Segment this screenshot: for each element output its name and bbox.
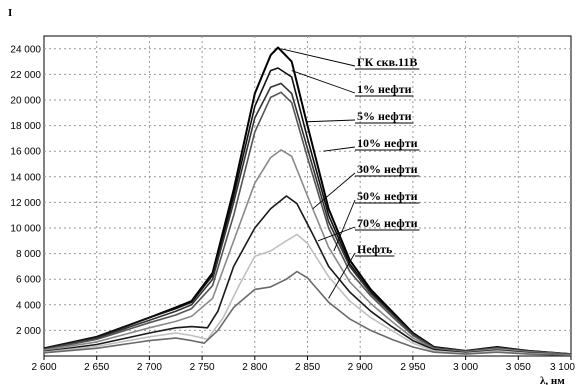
legend-leader-line: [281, 48, 356, 67]
legend-leader-line: [323, 146, 356, 152]
y-axis-label: I: [8, 7, 12, 19]
y-tick-label: 22 000: [10, 70, 41, 81]
legend-label: 5% нефти: [357, 109, 412, 123]
y-tick-label: 10 000: [10, 224, 41, 235]
series-line: [43, 195, 572, 356]
legend-label: 1% нефти: [357, 82, 412, 96]
y-tick-label: 2 000: [16, 326, 41, 337]
y-tick-label: 4 000: [16, 300, 41, 311]
x-tick-label: 3 100: [550, 362, 575, 373]
y-tick-label: 14 000: [10, 172, 41, 183]
legend-leader-line: [312, 172, 356, 210]
legend-label: 70% нефти: [357, 216, 418, 230]
y-tick-label: 18 000: [10, 121, 41, 132]
y-tick-label: 16 000: [10, 147, 41, 158]
legend-leader-line: [291, 70, 356, 94]
series-line: [43, 270, 572, 356]
series-group: [43, 46, 572, 356]
grid: [44, 36, 571, 356]
legend-leader-line: [333, 199, 356, 252]
legend: ГК скв.11В 1% нефти 5% нефти 10% нефти 30% н…: [355, 55, 420, 257]
x-tick-label: 3 050: [506, 362, 531, 373]
x-tick-label: 3 000: [453, 362, 478, 373]
x-tick-label: 2 750: [190, 362, 215, 373]
legend-leader-line: [307, 119, 356, 123]
legend-leaders: [281, 48, 356, 299]
y-tick-label: 8 000: [16, 249, 41, 260]
x-tick-label: 2 850: [295, 362, 320, 373]
y-tick-label: 20 000: [10, 96, 41, 107]
legend-label: 30% нефти: [357, 162, 418, 176]
legend-leader-line: [328, 252, 356, 299]
legend-leader-line: [317, 226, 356, 242]
x-tick-label: 2 950: [400, 362, 425, 373]
x-tick-label: 2 700: [137, 362, 162, 373]
x-tick-label: 2 650: [84, 362, 109, 373]
series-line: [43, 233, 572, 356]
legend-label: Нефть: [357, 242, 393, 256]
y-tick-label: 24 000: [10, 44, 41, 55]
legend-label: 10% нефти: [357, 136, 418, 150]
x-tick-label: 2 800: [242, 362, 267, 373]
legend-label: 50% нефти: [357, 189, 418, 203]
y-axis-ticks: 2 000 4 000 6 000 8 000 10 000 12 000 14 000 16…: [10, 44, 41, 337]
x-axis-label: λ, нм: [540, 375, 565, 385]
legend-label: ГК скв.11В: [357, 55, 417, 69]
x-tick-label: 2 900: [348, 362, 373, 373]
y-tick-label: 12 000: [10, 198, 41, 209]
x-axis-ticks: 2 600 2 650 2 700 2 750 2 800 2 850 2 900 2 950…: [31, 356, 575, 373]
y-tick-label: 6 000: [16, 275, 41, 286]
x-tick-label: 2 600: [31, 362, 56, 373]
